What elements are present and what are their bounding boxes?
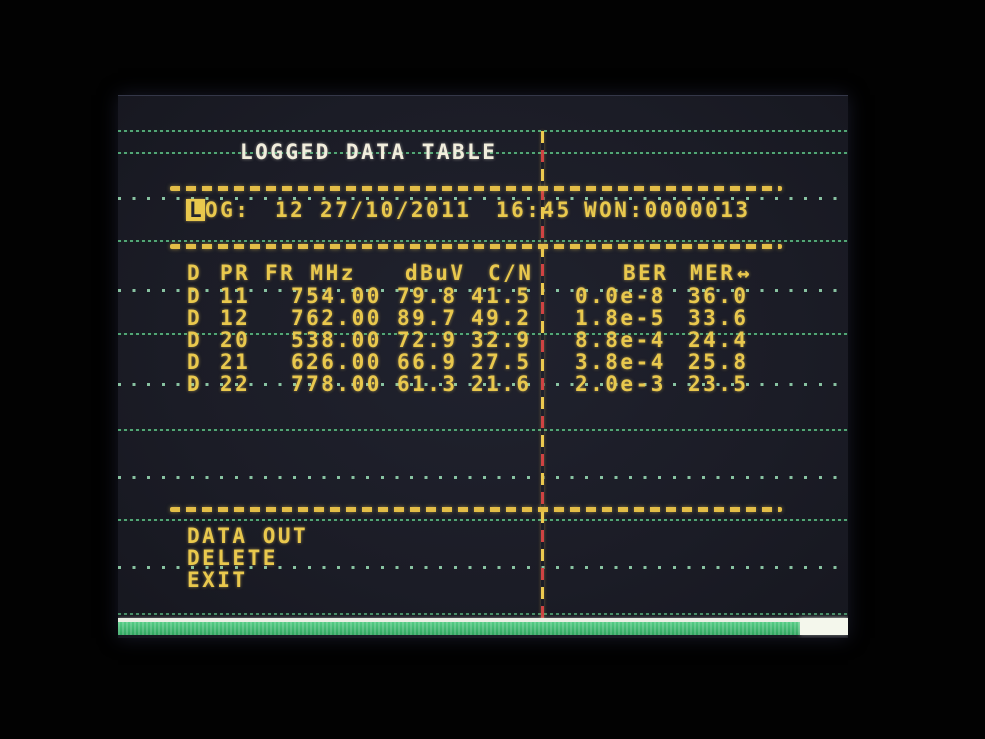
- cell-dbuv: 66.9: [397, 350, 458, 374]
- table-header-row: D PR FR MHz dBuV C/N BER MER ↔: [118, 262, 848, 284]
- cell-ber: 3.8e-4: [575, 350, 666, 374]
- cell-mer: 25.8: [688, 350, 749, 374]
- menu-item-delete[interactable]: DELETE: [187, 546, 278, 570]
- log-number: 12: [275, 198, 306, 222]
- cell-pr: 20: [220, 328, 251, 352]
- gridline-horizontal: [118, 333, 848, 335]
- cell-mer: 23.5: [688, 372, 749, 396]
- gridline-horizontal: [118, 130, 848, 132]
- cell-fr: 778.00: [291, 372, 382, 396]
- col-header-cn: C/N: [488, 261, 534, 285]
- col-header-d: D: [187, 261, 203, 285]
- separator-dashed: [170, 244, 782, 249]
- cell-pr: 12: [220, 306, 251, 330]
- cell-fr: 538.00: [291, 328, 382, 352]
- gridline-dotted: [118, 289, 848, 292]
- cell-fr: 754.00: [291, 284, 382, 308]
- status-bar-highlight: [118, 618, 848, 622]
- table-row: D 21 626.00 66.9 27.5 3.8e-4 25.8: [118, 351, 848, 373]
- cell-dbuv: 79.8: [397, 284, 458, 308]
- cell-cn: 27.5: [471, 350, 532, 374]
- cell-cn: 21.6: [471, 372, 532, 396]
- cell-dbuv: 61.3: [397, 372, 458, 396]
- col-header-ber: BER: [623, 261, 669, 285]
- table-row: D 12 762.00 89.7 49.2 1.8e-5 33.6: [118, 307, 848, 329]
- cell-pr: 11: [220, 284, 251, 308]
- log-date: 27/10/2011: [320, 198, 472, 222]
- cell-pr: 21: [220, 350, 251, 374]
- cell-fr: 626.00: [291, 350, 382, 374]
- gridline-dotted: [118, 197, 848, 200]
- vertical-marker-line: [541, 131, 544, 631]
- table-row: D 11 754.00 79.8 41.5 0.0e-8 36.0: [118, 285, 848, 307]
- col-header-dbuv: dBuV: [405, 261, 466, 285]
- menu-item-exit[interactable]: EXIT: [187, 568, 248, 592]
- cell-dbuv: 89.7: [397, 306, 458, 330]
- menu-item-data-out[interactable]: DATA OUT: [187, 524, 309, 548]
- gridline-dotted: [118, 566, 848, 569]
- cell-type: D: [187, 328, 203, 352]
- cell-type: D: [187, 372, 203, 396]
- edit-cursor[interactable]: L: [186, 199, 205, 221]
- cell-type: D: [187, 306, 203, 330]
- table-row: D 22 778.00 61.3 21.6 2.0e-3 23.5: [118, 373, 848, 395]
- cell-cn: 41.5: [471, 284, 532, 308]
- cell-ber: 0.0e-8: [575, 284, 666, 308]
- status-bar-end-block: [800, 618, 848, 635]
- cell-cn: 49.2: [471, 306, 532, 330]
- cell-fr: 762.00: [291, 306, 382, 330]
- gridline-horizontal: [118, 152, 848, 154]
- gridline-horizontal: [118, 613, 848, 615]
- meter-screen: LOGGED DATA TABLE L OG: 12 27/10/2011 16…: [118, 95, 848, 638]
- log-time: 16:45: [496, 198, 572, 222]
- gridline-horizontal: [118, 240, 848, 242]
- table-row: D 20 538.00 72.9 32.9 8.8e-4 24.4: [118, 329, 848, 351]
- log-label: OG:: [205, 198, 251, 222]
- col-header-mer: MER: [690, 261, 736, 285]
- cell-ber: 2.0e-3: [575, 372, 666, 396]
- cell-type: D: [187, 350, 203, 374]
- separator-dashed: [170, 507, 782, 512]
- left-right-arrow-icon: ↔: [737, 261, 750, 285]
- col-header-fr: FR MHz: [265, 261, 356, 285]
- log-won-value: WON:0000013: [584, 198, 751, 222]
- cell-dbuv: 72.9: [397, 328, 458, 352]
- cell-type: D: [187, 284, 203, 308]
- separator-dashed: [170, 186, 782, 191]
- cell-ber: 8.8e-4: [575, 328, 666, 352]
- cell-cn: 32.9: [471, 328, 532, 352]
- col-header-pr: PR: [220, 261, 251, 285]
- cell-pr: 22: [220, 372, 251, 396]
- cell-mer: 33.6: [688, 306, 749, 330]
- gridline-dotted: [118, 476, 848, 479]
- page-title: LOGGED DATA TABLE: [240, 140, 498, 164]
- cell-mer: 36.0: [688, 284, 749, 308]
- cell-ber: 1.8e-5: [575, 306, 666, 330]
- cell-mer: 24.4: [688, 328, 749, 352]
- gridline-horizontal: [118, 429, 848, 431]
- gridline-horizontal: [118, 519, 848, 521]
- status-bar-fill: [118, 622, 800, 635]
- gridline-dotted: [118, 383, 848, 386]
